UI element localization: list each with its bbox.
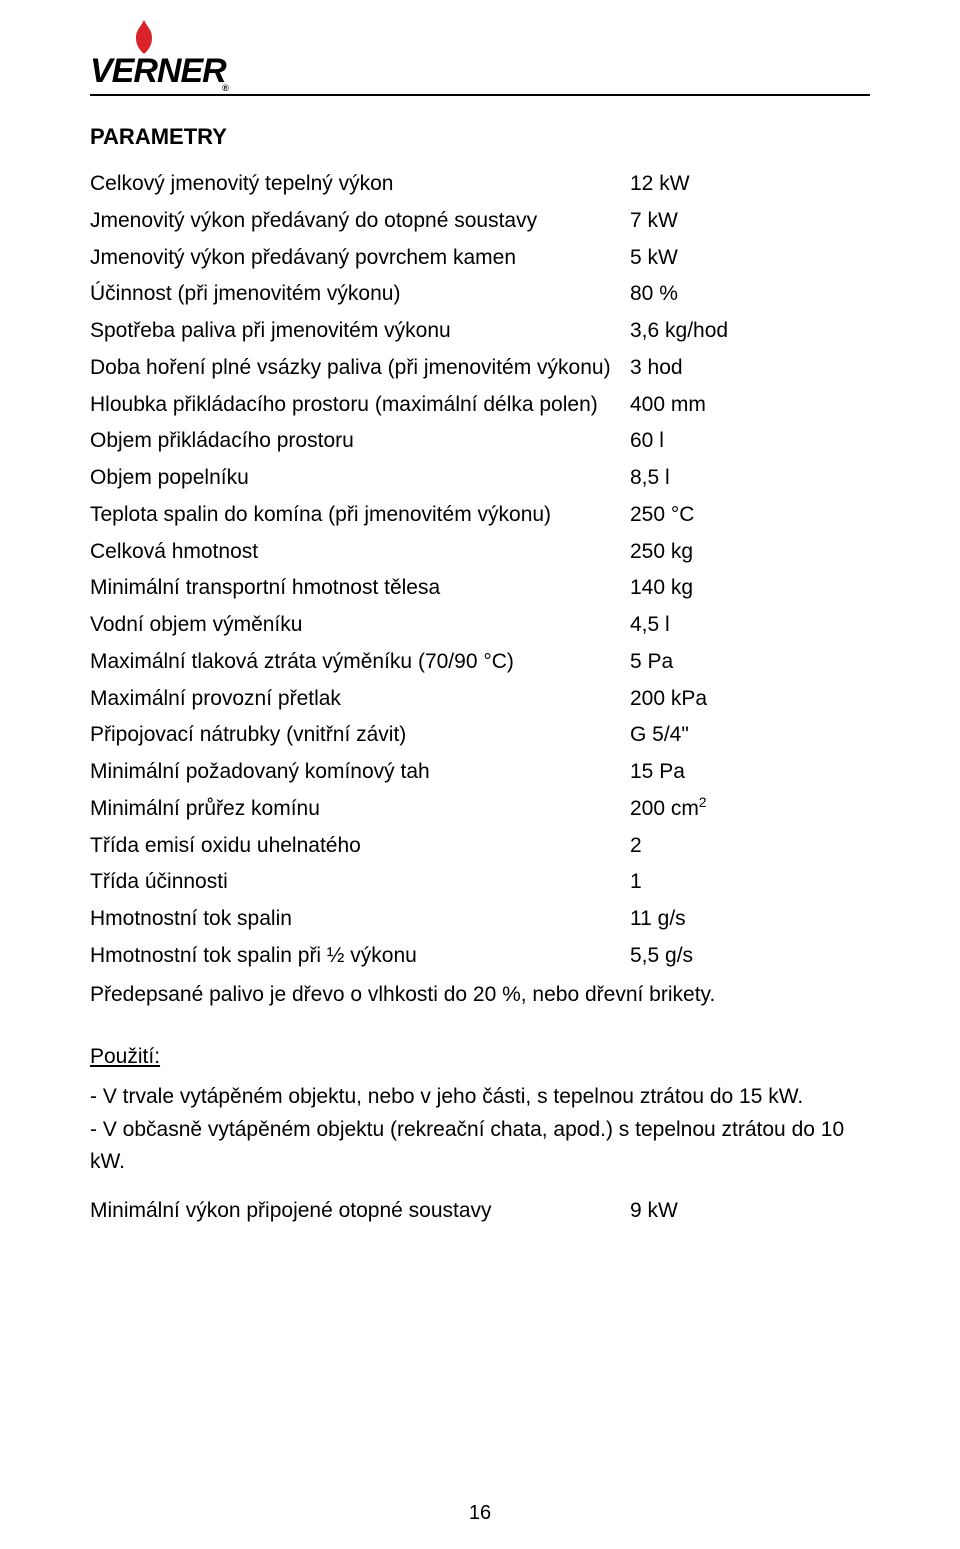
document-page: VERNER® PARAMETRY Celkový jmenovitý tepe… xyxy=(0,0,960,1549)
parameters-list: Celkový jmenovitý tepelný výkon12 kWJmen… xyxy=(90,166,870,975)
brand-logo: VERNER® xyxy=(90,52,226,91)
param-label: Teplota spalin do komína (při jmenovitém… xyxy=(90,497,630,534)
param-label: Doba hoření plné vsázky paliva (při jmen… xyxy=(90,350,630,387)
param-row: Připojovací nátrubky (vnitřní závit)G 5/… xyxy=(90,717,870,754)
param-label: Třída účinnosti xyxy=(90,864,630,901)
param-label: Účinnost (při jmenovitém výkonu) xyxy=(90,276,630,313)
param-label: Hmotnostní tok spalin xyxy=(90,901,630,938)
param-label: Třída emisí oxidu uhelnatého xyxy=(90,828,630,865)
brand-text: VERNER xyxy=(90,52,226,90)
logo-area: VERNER® xyxy=(90,20,870,90)
param-row: Maximální provozní přetlak200 kPa xyxy=(90,681,870,718)
usage-line: - V trvale vytápěném objektu, nebo v jeh… xyxy=(90,1081,870,1114)
param-value: 200 cm2 xyxy=(630,791,870,828)
param-row: Spotřeba paliva při jmenovitém výkonu3,6… xyxy=(90,313,870,350)
usage-line: - V občasně vytápěném objektu (rekreační… xyxy=(90,1114,870,1179)
superscript: 2 xyxy=(699,795,707,810)
param-row: Hloubka přikládacího prostoru (maximální… xyxy=(90,387,870,424)
param-row: Třída účinnosti1 xyxy=(90,864,870,901)
param-label: Minimální průřez komínu xyxy=(90,791,630,828)
usage-title: Použití: xyxy=(90,1045,870,1069)
param-value: 250 °C xyxy=(630,497,870,534)
param-value: 1 xyxy=(630,864,870,901)
param-row: Účinnost (při jmenovitém výkonu)80 % xyxy=(90,276,870,313)
param-label: Vodní objem výměníku xyxy=(90,607,630,644)
param-value: 7 kW xyxy=(630,203,870,240)
param-row: Maximální tlaková ztráta výměníku (70/90… xyxy=(90,644,870,681)
param-value: 60 l xyxy=(630,423,870,460)
param-row: Minimální požadovaný komínový tah15 Pa xyxy=(90,754,870,791)
param-value: 400 mm xyxy=(630,387,870,424)
min-power-row: Minimální výkon připojené otopné soustav… xyxy=(90,1193,870,1230)
param-row: Minimální průřez komínu200 cm2 xyxy=(90,791,870,828)
param-value: 5 Pa xyxy=(630,644,870,681)
param-label: Maximální provozní přetlak xyxy=(90,681,630,718)
param-row: Doba hoření plné vsázky paliva (při jmen… xyxy=(90,350,870,387)
param-label: Spotřeba paliva při jmenovitém výkonu xyxy=(90,313,630,350)
param-value: 5,5 g/s xyxy=(630,938,870,975)
param-label: Minimální transportní hmotnost tělesa xyxy=(90,570,630,607)
param-value: 12 kW xyxy=(630,166,870,203)
param-label: Objem přikládacího prostoru xyxy=(90,423,630,460)
param-label: Jmenovitý výkon předávaný do otopné sous… xyxy=(90,203,630,240)
param-label: Hmotnostní tok spalin při ½ výkonu xyxy=(90,938,630,975)
page-number: 16 xyxy=(0,1502,960,1525)
param-value: 8,5 l xyxy=(630,460,870,497)
param-value: 15 Pa xyxy=(630,754,870,791)
param-value: 2 xyxy=(630,828,870,865)
header-divider xyxy=(90,94,870,96)
param-value: 5 kW xyxy=(630,240,870,277)
param-value: G 5/4" xyxy=(630,717,870,754)
param-row: Objem přikládacího prostoru60 l xyxy=(90,423,870,460)
param-row: Vodní objem výměníku4,5 l xyxy=(90,607,870,644)
param-value: 3,6 kg/hod xyxy=(630,313,870,350)
param-label: Hloubka přikládacího prostoru (maximální… xyxy=(90,387,630,424)
param-value: 140 kg xyxy=(630,570,870,607)
param-value: 80 % xyxy=(630,276,870,313)
trademark-icon: ® xyxy=(222,83,228,93)
param-row: Jmenovitý výkon předávaný do otopné sous… xyxy=(90,203,870,240)
param-row: Hmotnostní tok spalin při ½ výkonu 5,5 g… xyxy=(90,938,870,975)
param-row: Objem popelníku8,5 l xyxy=(90,460,870,497)
param-label: Jmenovitý výkon předávaný povrchem kamen xyxy=(90,240,630,277)
param-value: 11 g/s xyxy=(630,901,870,938)
fuel-note: Předepsané palivo je dřevo o vlhkosti do… xyxy=(90,977,870,1014)
param-label: Celková hmotnost xyxy=(90,534,630,571)
param-label: Připojovací nátrubky (vnitřní závit) xyxy=(90,717,630,754)
param-value: 200 kPa xyxy=(630,681,870,718)
param-label: Maximální tlaková ztráta výměníku (70/90… xyxy=(90,644,630,681)
param-label: Objem popelníku xyxy=(90,460,630,497)
flame-icon xyxy=(130,20,158,54)
param-label: Minimální výkon připojené otopné soustav… xyxy=(90,1193,630,1230)
param-row: Jmenovitý výkon předávaný povrchem kamen… xyxy=(90,240,870,277)
param-row: Teplota spalin do komína (při jmenovitém… xyxy=(90,497,870,534)
param-value: 3 hod xyxy=(630,350,870,387)
param-value: 9 kW xyxy=(630,1193,870,1230)
param-value: 4,5 l xyxy=(630,607,870,644)
param-row: Třída emisí oxidu uhelnatého2 xyxy=(90,828,870,865)
param-value: 250 kg xyxy=(630,534,870,571)
param-row: Minimální transportní hmotnost tělesa140… xyxy=(90,570,870,607)
usage-list: - V trvale vytápěném objektu, nebo v jeh… xyxy=(90,1081,870,1179)
param-row: Celková hmotnost250 kg xyxy=(90,534,870,571)
param-row: Celkový jmenovitý tepelný výkon12 kW xyxy=(90,166,870,203)
param-label: Celkový jmenovitý tepelný výkon xyxy=(90,166,630,203)
section-title: PARAMETRY xyxy=(90,124,870,150)
param-row: Hmotnostní tok spalin11 g/s xyxy=(90,901,870,938)
param-label: Minimální požadovaný komínový tah xyxy=(90,754,630,791)
